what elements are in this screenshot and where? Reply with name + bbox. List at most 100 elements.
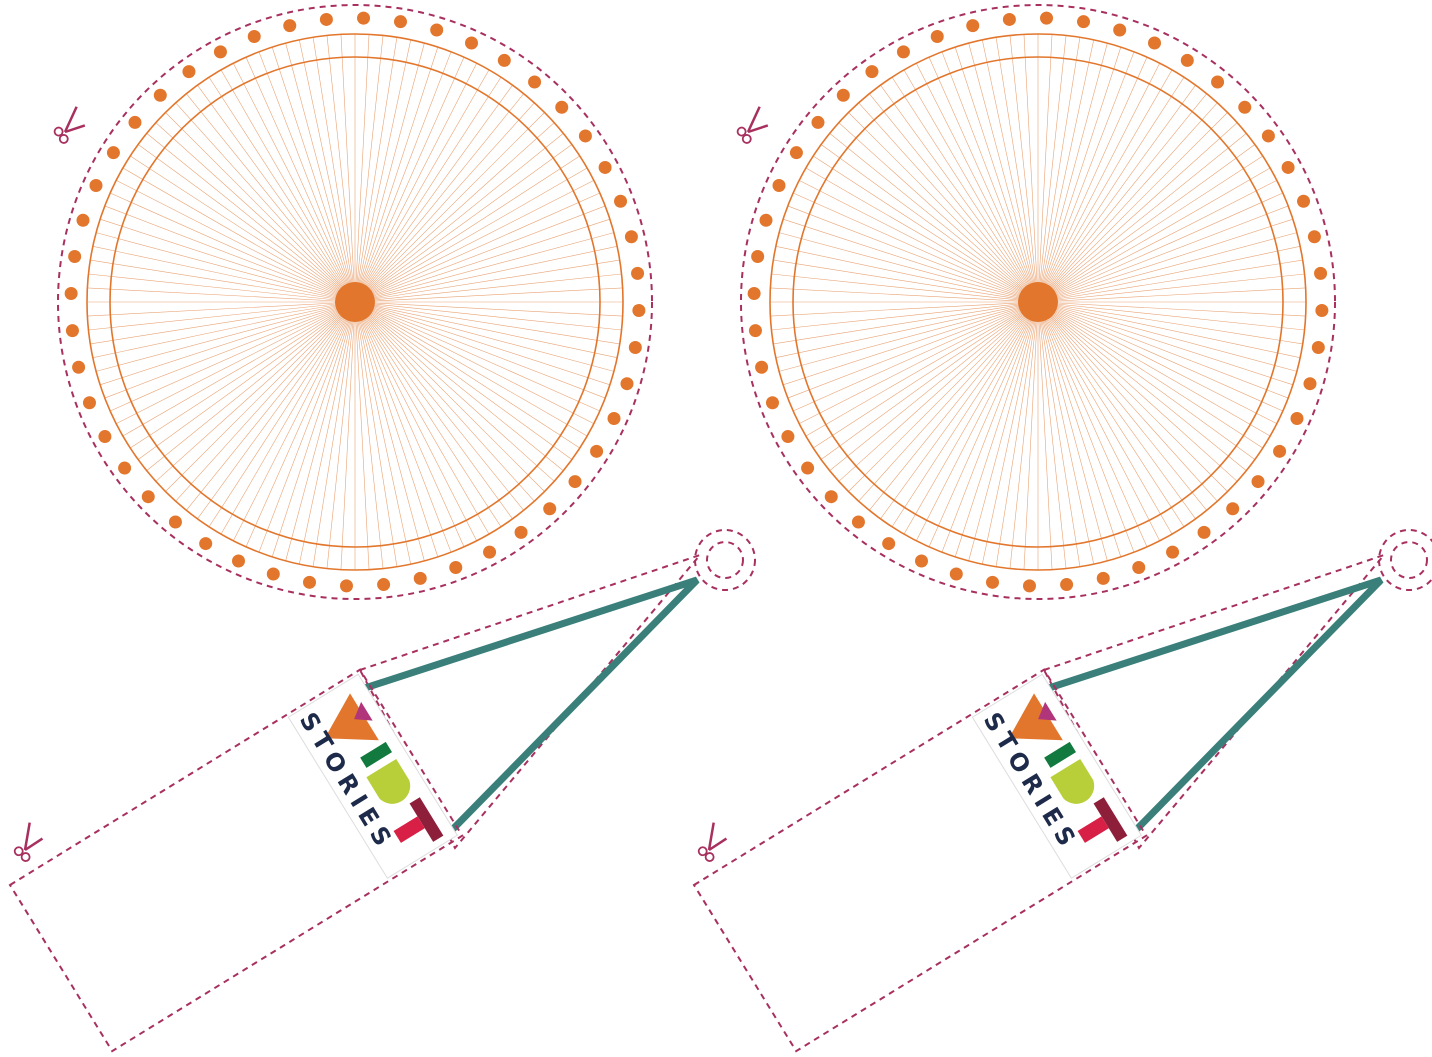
spoke [1037, 43, 1108, 303]
peg-dot [153, 88, 167, 102]
spoke [354, 301, 606, 399]
spoke [155, 301, 356, 482]
spoke [783, 301, 1039, 386]
spoke [1037, 301, 1306, 317]
spoke [954, 301, 1039, 557]
inner-ring [109, 56, 601, 548]
spoke [122, 301, 356, 437]
spoke [771, 301, 1039, 331]
spoke [1037, 301, 1067, 569]
spoke [1037, 301, 1148, 547]
spoke [1037, 39, 1095, 303]
peg-dot [748, 324, 762, 338]
spoke [233, 301, 356, 541]
spoke [258, 301, 356, 553]
logo-r-bar [1044, 741, 1077, 768]
tag-cut-line [692, 668, 1148, 1053]
spoke [1023, 34, 1039, 303]
spoke [1037, 192, 1283, 303]
spoke [186, 93, 356, 303]
spoke [245, 301, 356, 547]
peg-dot [896, 45, 910, 59]
peg-dot [1096, 571, 1110, 585]
spoke [340, 34, 356, 303]
spoke [1009, 301, 1039, 569]
hole-cut-outer [694, 529, 756, 591]
peg-dot [1211, 75, 1225, 89]
logo-r-bowl [366, 758, 411, 804]
spoke [354, 301, 398, 567]
cut-line [740, 4, 1336, 600]
spoke [783, 218, 1039, 303]
spoke [354, 259, 620, 303]
scissors-ring [704, 852, 715, 862]
spoke [208, 77, 356, 303]
spoke [869, 93, 1039, 303]
peg-dot [1180, 53, 1194, 67]
spoke [1037, 112, 1228, 303]
peg-dot [555, 100, 569, 114]
peg-dot [465, 36, 479, 50]
logo-r-bar [360, 741, 393, 768]
spoke [1037, 122, 1238, 303]
spoke [88, 301, 356, 331]
hole-cut-outer [1378, 529, 1432, 591]
spoke [298, 39, 356, 303]
outer-ring [769, 33, 1307, 571]
spoke [1037, 301, 1108, 561]
peg-dot [303, 575, 317, 589]
spoke [1037, 301, 1301, 359]
peg-dot [1226, 502, 1240, 516]
spoke [104, 301, 356, 399]
spoke [354, 112, 545, 303]
spoke [354, 155, 580, 303]
logo-t-top [1093, 797, 1128, 842]
spoke [298, 301, 356, 565]
spoke [354, 47, 439, 303]
scissors-blade [746, 106, 769, 134]
peg-dot [578, 129, 592, 143]
peg-dot [1307, 230, 1321, 244]
spoke [891, 77, 1039, 303]
spoke [354, 301, 535, 502]
spoke [354, 301, 614, 372]
spoke [354, 232, 614, 303]
peg-dot [1040, 11, 1054, 25]
spoke [799, 301, 1039, 424]
peg-dot [89, 178, 103, 192]
center-dot [335, 282, 375, 322]
cut-line [57, 4, 653, 600]
spoke [1037, 77, 1185, 303]
spoke [208, 301, 356, 527]
spoke [146, 133, 356, 303]
logo-a [324, 693, 379, 741]
logo-r-bowl [1050, 758, 1095, 804]
spoke [354, 287, 623, 303]
spoke [285, 43, 356, 303]
logo-a-top [1038, 701, 1057, 721]
spoke [100, 301, 356, 386]
peg-dot [1251, 475, 1265, 489]
spoke [1037, 37, 1081, 303]
spoke [891, 301, 1039, 527]
spoke [1037, 301, 1255, 460]
peg-dot [598, 160, 612, 174]
spoke [1037, 287, 1306, 303]
spoke [354, 301, 620, 345]
spoke [793, 301, 1039, 412]
tag: STORIES [692, 529, 1432, 1053]
spoke [271, 47, 356, 303]
spoke [92, 245, 356, 303]
spoke [354, 301, 545, 492]
spoke [995, 301, 1039, 567]
peg-dot [543, 502, 557, 516]
peg-dot [393, 15, 407, 29]
spoke [1037, 102, 1218, 303]
peg-dot [1311, 340, 1325, 354]
wheel [53, 4, 653, 600]
spoke [1037, 301, 1277, 424]
peg-dot [82, 396, 96, 410]
peg-dot [319, 12, 333, 26]
peg-dot [168, 515, 182, 529]
